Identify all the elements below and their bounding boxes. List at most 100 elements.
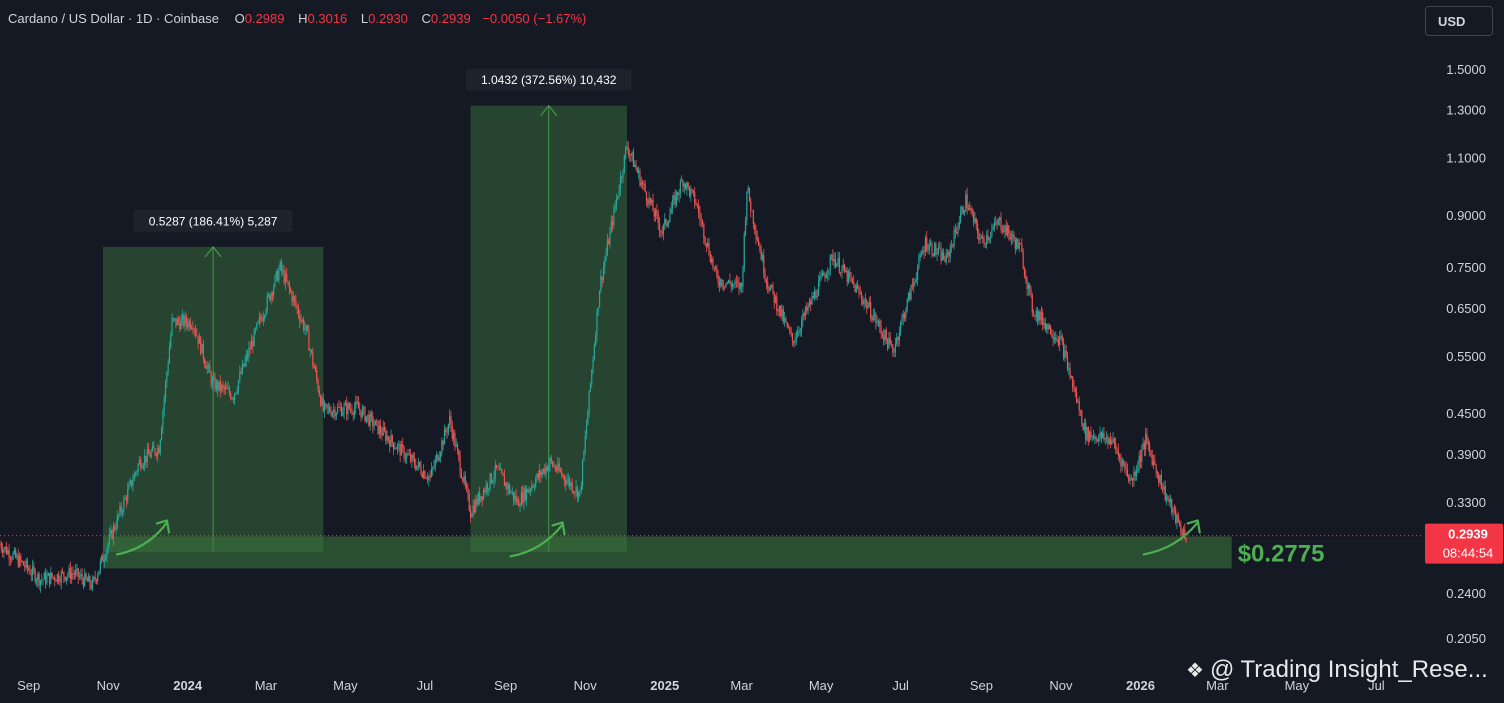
candle-body <box>1138 455 1140 467</box>
candle-body <box>231 398 233 400</box>
candle-646 <box>841 265 843 279</box>
candle-708 <box>922 246 924 255</box>
candle-80 <box>103 554 105 568</box>
candle-body <box>1125 468 1127 470</box>
candle-body <box>716 267 718 277</box>
candle-body <box>123 499 125 512</box>
candle-body <box>643 183 645 185</box>
candle-484 <box>630 153 632 163</box>
candle-body <box>1167 496 1169 500</box>
candle-542 <box>705 242 708 253</box>
candle-140 <box>181 309 184 326</box>
candle-144 <box>187 317 189 331</box>
candle-body <box>403 447 405 459</box>
candle-530 <box>690 184 692 202</box>
candle-body <box>860 293 863 300</box>
candle-805 <box>1048 323 1050 330</box>
candle-302 <box>393 442 395 456</box>
candle-body <box>971 211 973 214</box>
candle-body <box>323 403 326 411</box>
candle-556 <box>724 285 726 291</box>
candle-body <box>750 200 752 211</box>
candle-636 <box>828 269 830 280</box>
candle-body <box>919 254 921 258</box>
candle-body <box>140 459 142 469</box>
candle-706 <box>919 251 921 262</box>
candle-body <box>54 577 56 581</box>
candle-body <box>377 420 379 434</box>
candle-body <box>730 283 732 287</box>
candle-body <box>815 291 817 298</box>
x-tick-label-14: 2026 <box>1126 678 1155 693</box>
candle-381 <box>495 464 498 471</box>
candle-body <box>632 152 635 167</box>
candle-356 <box>463 471 465 486</box>
candle-100 <box>129 477 131 486</box>
candle-75 <box>97 572 99 585</box>
candle-body <box>979 238 981 240</box>
candle-600 <box>781 304 783 322</box>
candle-515 <box>670 201 672 214</box>
candle-body <box>915 278 917 282</box>
candle-body <box>558 463 560 471</box>
candle-body <box>286 274 288 282</box>
candle-body <box>93 577 95 580</box>
candle-body <box>147 449 150 455</box>
candle-body <box>542 468 545 472</box>
candle-body <box>531 485 533 490</box>
candle-body <box>499 469 502 471</box>
candle-444 <box>578 491 580 502</box>
candle-505 <box>657 209 659 230</box>
candle-713 <box>928 239 930 256</box>
candle-652 <box>849 267 851 282</box>
candle-body <box>609 230 611 245</box>
candle-507 <box>660 230 662 239</box>
candle-body <box>335 412 337 417</box>
candle-499 <box>649 197 651 206</box>
candle-910 <box>1185 537 1187 543</box>
candle-body <box>961 207 963 213</box>
candle-body <box>562 475 564 477</box>
candle-body <box>86 578 88 582</box>
candle-613 <box>798 326 800 336</box>
candle-body <box>698 205 700 213</box>
candle-131 <box>170 331 172 350</box>
candle-621 <box>808 297 811 308</box>
candle-body <box>1122 460 1125 464</box>
candle-289 <box>376 418 378 427</box>
candle-body <box>1014 240 1016 249</box>
candle-772 <box>1005 219 1007 237</box>
candle-610 <box>794 332 796 347</box>
candle-body <box>1018 242 1020 249</box>
candle-body <box>217 381 219 391</box>
candle-body <box>455 444 457 447</box>
candle-body <box>356 401 358 404</box>
candle-30 <box>38 571 40 590</box>
candle-500 <box>651 198 653 206</box>
candle-624 <box>812 291 814 299</box>
candle-585 <box>761 252 764 263</box>
candle-body <box>338 406 340 408</box>
candle-body <box>776 296 778 312</box>
candle-185 <box>240 367 242 375</box>
candle-body <box>711 258 713 263</box>
candle-body <box>278 269 280 281</box>
candle-338 <box>439 451 442 463</box>
candle-body <box>722 285 724 287</box>
price-tag-countdown: 08:44:54 <box>1443 546 1494 561</box>
candle-858 <box>1117 443 1119 461</box>
candle-759 <box>988 237 990 244</box>
candle-71 <box>91 575 94 592</box>
y-tick-label-11: 0.2050 <box>1446 631 1486 646</box>
candle-147 <box>190 324 193 330</box>
candle-368 <box>479 486 481 505</box>
candle-body <box>1047 323 1049 330</box>
candle-553 <box>720 277 722 289</box>
currency-button[interactable]: USD <box>1425 6 1493 36</box>
candle-body <box>755 229 757 238</box>
candle-461 <box>600 269 602 294</box>
candle-543 <box>707 238 709 249</box>
candle-body <box>1022 251 1024 269</box>
